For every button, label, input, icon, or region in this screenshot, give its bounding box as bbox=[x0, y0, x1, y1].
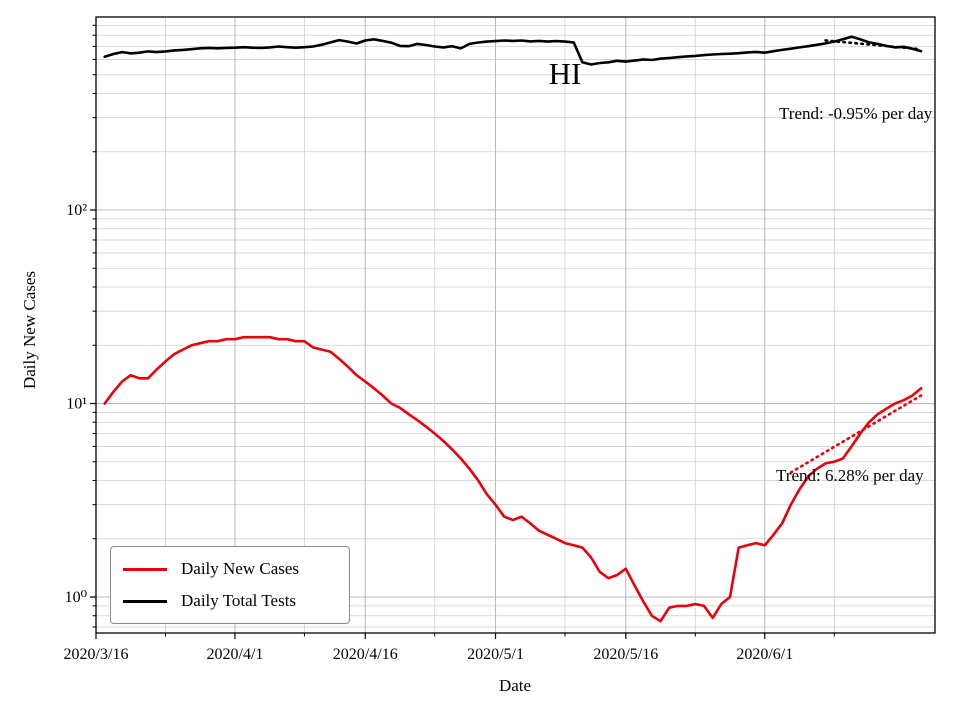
trend-annotation-cases: Trend: 6.28% per day bbox=[776, 466, 924, 485]
x-axis-label: Date bbox=[498, 676, 532, 695]
legend-label-new-cases: Daily New Cases bbox=[181, 559, 300, 578]
legend-label-total-tests: Daily Total Tests bbox=[181, 591, 297, 610]
svg-text:10⁰: 10⁰ bbox=[65, 589, 87, 606]
legend: Daily New Cases Daily Total Tests bbox=[110, 546, 350, 624]
y-axis-label: Daily New Cases bbox=[20, 270, 39, 390]
svg-text:2020/3/16: 2020/3/16 bbox=[64, 646, 129, 663]
svg-text:2020/6/1: 2020/6/1 bbox=[736, 646, 793, 663]
trend-annotation-tests: Trend: -0.95% per day bbox=[779, 104, 933, 123]
legend-swatch-total-tests bbox=[123, 599, 167, 603]
svg-text:2020/5/16: 2020/5/16 bbox=[593, 646, 658, 663]
svg-text:10²: 10² bbox=[66, 202, 87, 219]
legend-item-new-cases: Daily New Cases bbox=[123, 559, 337, 579]
svg-text:10¹: 10¹ bbox=[66, 396, 87, 413]
legend-item-total-tests: Daily Total Tests bbox=[123, 591, 337, 611]
legend-swatch-new-cases bbox=[123, 567, 167, 571]
svg-text:2020/5/1: 2020/5/1 bbox=[467, 646, 524, 663]
svg-text:2020/4/16: 2020/4/16 bbox=[333, 646, 398, 663]
svg-text:2020/4/1: 2020/4/1 bbox=[207, 646, 264, 663]
chart-title: HI bbox=[548, 56, 582, 91]
